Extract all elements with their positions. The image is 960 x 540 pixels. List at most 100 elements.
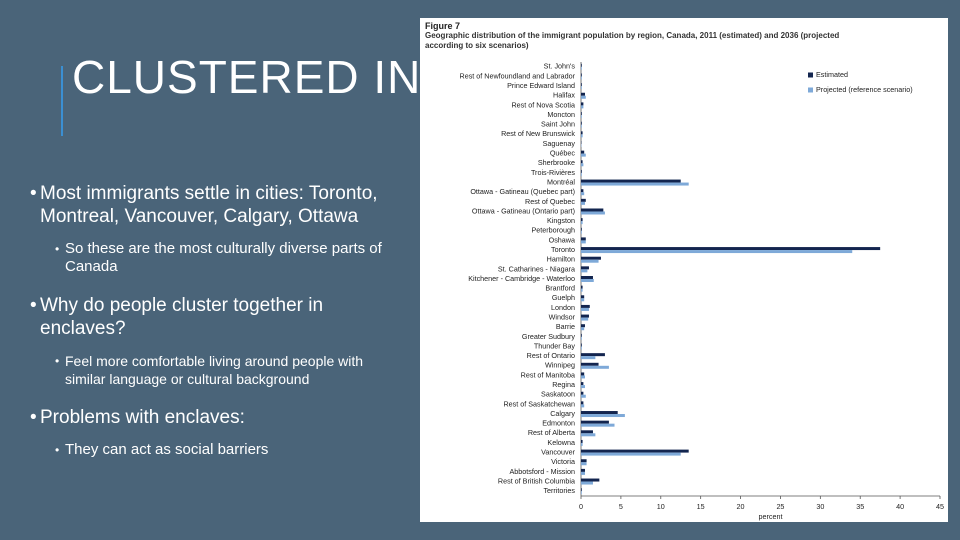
bar (581, 491, 582, 495)
bar (581, 76, 582, 80)
bar (581, 295, 585, 299)
y-tick-label: Barrie (556, 322, 575, 331)
bar (581, 240, 586, 244)
bar (581, 372, 585, 376)
y-tick-label: Kingston (547, 216, 575, 225)
sub-bullet: So these are the most culturally diverse… (28, 240, 398, 276)
x-tick-label: 0 (579, 502, 583, 511)
y-tick-label: Guelph (552, 293, 575, 302)
y-tick-label: Rest of Saskatchewan (503, 399, 575, 408)
bullet: Problems with enclaves: (28, 406, 398, 429)
bar (581, 150, 585, 154)
bar (581, 385, 585, 389)
bar (581, 304, 590, 308)
bar (581, 375, 585, 379)
bar (581, 439, 583, 443)
bar (581, 288, 583, 292)
bar (581, 66, 582, 70)
bar (581, 488, 582, 492)
bar (581, 356, 596, 360)
y-tick-label: Saguenay (543, 139, 576, 148)
bar (581, 266, 589, 270)
y-tick-label: Territories (543, 486, 575, 495)
y-tick-label: Vancouver (541, 448, 575, 457)
accent-line (61, 66, 63, 136)
y-tick-label: Rest of Ontario (527, 351, 575, 360)
y-tick-label: Ottawa - Gatineau (Ontario part) (472, 206, 575, 215)
bar (581, 401, 584, 405)
bar (581, 237, 586, 241)
x-tick-label: 5 (619, 502, 623, 511)
y-tick-label: Moncton (547, 110, 575, 119)
bar (581, 276, 593, 279)
bar (581, 468, 585, 472)
bar (581, 365, 609, 369)
bar (581, 208, 604, 212)
legend-label: Estimated (816, 70, 848, 79)
bar (581, 336, 582, 340)
sub-bullet: They can act as social barriers (28, 441, 398, 459)
bar (581, 112, 582, 116)
y-tick-label: Kelowna (547, 438, 575, 447)
legend-swatch (808, 72, 813, 78)
slide-title: CLUSTERED IN (72, 51, 422, 103)
bar (581, 179, 681, 183)
y-tick-label: Greater Sudbury (522, 332, 576, 341)
y-tick-label: Rest of Quebec (525, 197, 575, 206)
bar (581, 307, 589, 311)
bar (581, 433, 596, 437)
bar (581, 124, 582, 128)
y-tick-label: Québec (550, 149, 576, 158)
y-tick-label: Kitchener - Cambridge - Waterloo (468, 274, 575, 283)
y-tick-label: Rest of Nova Scotia (511, 100, 575, 109)
bar (581, 192, 585, 196)
y-tick-label: Regina (552, 380, 575, 389)
bar (581, 343, 582, 347)
bar (581, 102, 584, 106)
sub-bullet: Feel more comfortable living around peop… (28, 352, 398, 388)
bullet: Most immigrants settle in cities: Toront… (28, 182, 398, 228)
y-tick-label: Trois-Rivières (531, 168, 575, 177)
y-tick-label: Ottawa - Gatineau (Quebec part) (470, 187, 575, 196)
bar (581, 317, 589, 321)
x-tick-label: 40 (896, 502, 904, 511)
y-tick-label: Halifax (553, 91, 575, 100)
bar (581, 259, 599, 263)
bar (581, 298, 585, 302)
bar (581, 201, 585, 205)
bar (581, 327, 585, 331)
y-tick-label: St. John's (544, 62, 576, 71)
y-tick-label: Brantford (545, 284, 575, 293)
y-tick-label: Oshawa (549, 235, 575, 244)
legend-label: Projected (reference scenario) (816, 85, 913, 94)
bar (581, 73, 582, 77)
x-tick-label: 35 (856, 502, 864, 511)
bullet: Why do people cluster together in enclav… (28, 294, 398, 340)
x-tick-label: 15 (697, 502, 705, 511)
bar (581, 256, 601, 260)
bar (581, 230, 582, 234)
bar (581, 92, 585, 96)
bar (581, 452, 681, 456)
y-tick-label: Abbotsford - Mission (509, 467, 575, 476)
y-tick-label: Prince Edward Island (507, 81, 575, 90)
bar (581, 63, 582, 67)
chart-title: Figure 7 (425, 21, 461, 31)
chart-subtitle: Geographic distribution of the immigrant… (425, 31, 840, 50)
y-tick-label: Saskatoon (541, 390, 575, 399)
bar (581, 333, 582, 337)
y-tick-label: Thunder Bay (534, 341, 576, 350)
y-tick-label: Winnipeg (545, 361, 575, 370)
bar (581, 134, 583, 138)
bar (581, 481, 593, 485)
y-tick-label: Saint John (541, 120, 575, 129)
bar (581, 462, 587, 466)
bar (581, 250, 853, 254)
y-tick-label: Edmonton (542, 419, 575, 428)
y-tick-label: Rest of Manitoba (521, 370, 575, 379)
bar (581, 218, 583, 222)
bar (581, 189, 584, 193)
x-tick-label: 20 (737, 502, 745, 511)
bar (581, 172, 582, 176)
